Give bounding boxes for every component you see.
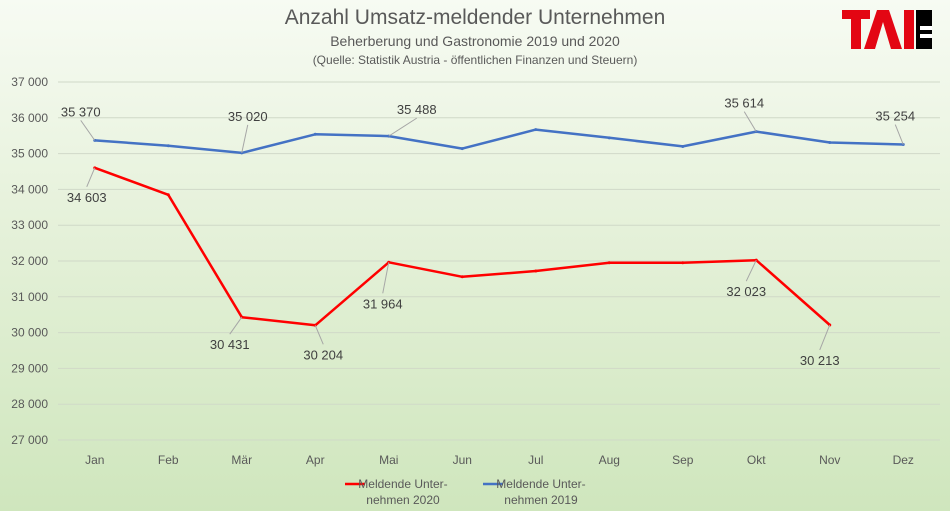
- gridlines: [58, 81, 940, 441]
- x-tick-label: Mär: [231, 453, 252, 467]
- data-label: 35 020: [228, 109, 268, 124]
- y-tick-label: 29 000: [11, 361, 48, 375]
- y-axis: 27 000 28 000 29 000 30 000 31 000 32 000 33 0…: [11, 75, 48, 447]
- y-tick-label: 28 000: [11, 397, 48, 411]
- data-label: 30 204: [303, 347, 343, 362]
- x-tick-label: Apr: [306, 453, 325, 467]
- series: [93, 128, 905, 327]
- y-tick-label: 35 000: [11, 147, 48, 161]
- data-label: 35 488: [397, 102, 437, 117]
- leader-line: [743, 111, 757, 132]
- data-point: [460, 147, 464, 151]
- x-tick-label: Jan: [85, 453, 104, 467]
- leader-line: [241, 124, 249, 153]
- data-labels: 34 603 30 431 30 204 31 964 32 023 30 213 35 3…: [61, 96, 915, 368]
- legend-label: Meldende Unter-nehmen 2019: [496, 477, 585, 507]
- y-tick-label: 27 000: [11, 433, 48, 447]
- data-point: [166, 193, 170, 197]
- leader-line: [314, 325, 324, 345]
- leader-line: [388, 117, 418, 137]
- leader-line: [382, 262, 390, 294]
- data-point: [460, 275, 464, 279]
- series-line-1: [94, 128, 904, 155]
- x-tick-label: Dez: [893, 453, 914, 467]
- data-point: [681, 261, 685, 265]
- leader-line: [80, 120, 96, 141]
- y-tick-label: 36 000: [11, 111, 48, 125]
- data-point: [681, 144, 685, 148]
- x-tick-label: Nov: [819, 453, 840, 467]
- x-tick-label: Sep: [672, 453, 694, 467]
- x-tick-label: Mai: [379, 453, 398, 467]
- data-point: [607, 136, 611, 140]
- data-label: 30 213: [800, 353, 840, 368]
- y-tick-label: 30 000: [11, 326, 48, 340]
- data-label: 35 370: [61, 104, 101, 119]
- data-point: [166, 144, 170, 148]
- data-label: 35 254: [875, 109, 915, 124]
- y-tick-label: 33 000: [11, 218, 48, 232]
- legend-label-line: nehmen 2019: [504, 493, 578, 507]
- data-point: [534, 269, 538, 273]
- data-label: 32 023: [726, 284, 766, 299]
- leader-line: [745, 259, 757, 282]
- x-tick-label: Okt: [747, 453, 766, 467]
- y-tick-label: 34 000: [11, 182, 48, 196]
- x-axis: Jan Feb Mär Apr Mai Jun Jul Aug Sep Okt Nov Dez: [85, 453, 914, 467]
- y-tick-label: 32 000: [11, 254, 48, 268]
- data-label: 31 964: [363, 296, 403, 311]
- data-point: [313, 132, 317, 136]
- series-line-0: [94, 166, 831, 327]
- leader-line: [819, 324, 831, 351]
- legend-label: Meldende Unter-nehmen 2020: [358, 477, 447, 507]
- y-tick-label: 37 000: [11, 75, 48, 89]
- data-point: [607, 261, 611, 265]
- x-tick-label: Aug: [599, 453, 620, 467]
- x-tick-label: Jun: [453, 453, 472, 467]
- legend-label-line: Meldende Unter-: [358, 477, 447, 491]
- legend-label-line: Meldende Unter-: [496, 477, 585, 491]
- y-tick-label: 31 000: [11, 290, 48, 304]
- leader-line: [894, 124, 904, 145]
- x-tick-label: Feb: [158, 453, 179, 467]
- data-label: 34 603: [67, 190, 107, 205]
- leader-line: [86, 167, 96, 188]
- data-label: 30 431: [210, 337, 250, 352]
- legend-label-line: nehmen 2020: [366, 493, 440, 507]
- tai-logo: [842, 10, 932, 49]
- chart-source: (Quelle: Statistik Austria - öffentliche…: [313, 53, 638, 67]
- leader-line: [229, 316, 243, 335]
- data-label: 35 614: [724, 96, 764, 111]
- x-tick-label: Jul: [528, 453, 543, 467]
- chart-title: Anzahl Umsatz-meldender Unternehmen: [285, 6, 666, 29]
- data-point: [828, 141, 832, 145]
- data-point: [534, 128, 538, 132]
- chart-subtitle: Beherberung und Gastronomie 2019 und 202…: [330, 33, 620, 49]
